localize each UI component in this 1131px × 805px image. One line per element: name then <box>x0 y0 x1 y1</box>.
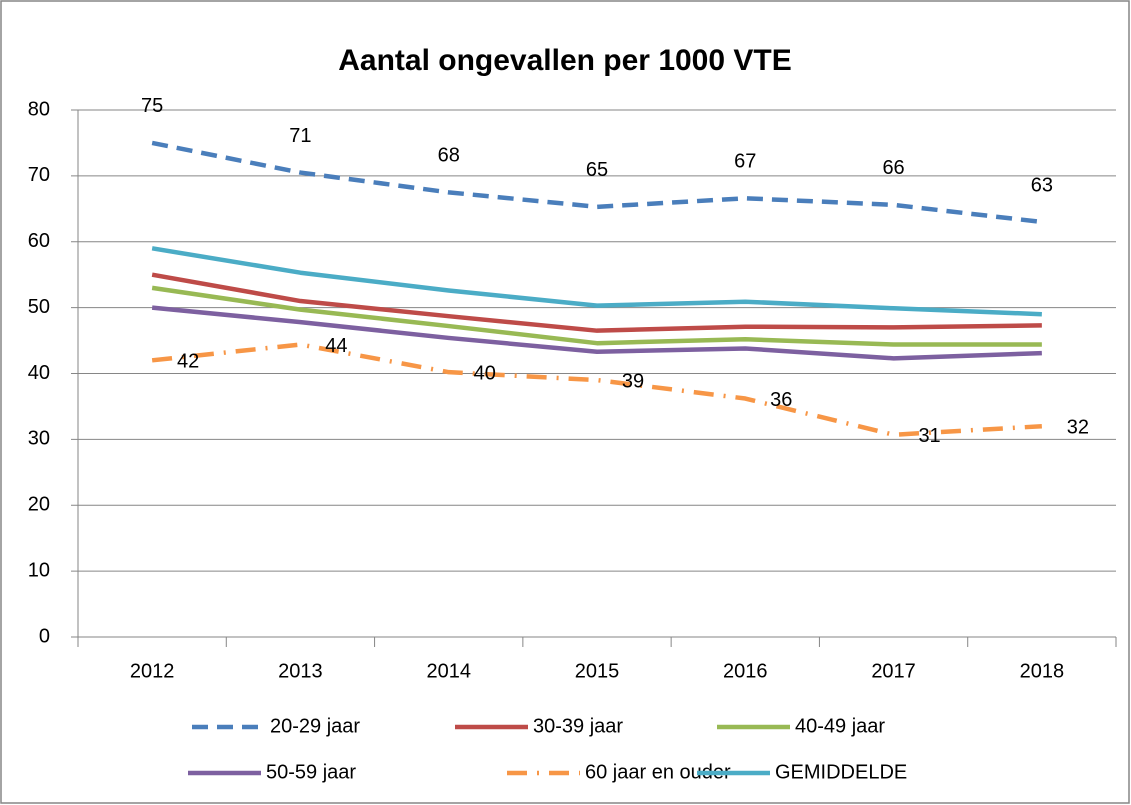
series-line <box>151 140 1043 225</box>
chart-title: Aantal ongevallen per 1000 VTE <box>338 44 792 77</box>
y-tick-label: 20 <box>28 494 50 516</box>
data-label: 63 <box>1031 174 1053 196</box>
series-line <box>151 305 1042 361</box>
data-label: 40 <box>474 362 496 384</box>
x-tick-label: 2016 <box>723 660 768 682</box>
legend-label: 20-29 jaar <box>270 715 360 737</box>
y-tick-label: 30 <box>28 428 50 450</box>
series-line <box>151 246 1042 317</box>
x-tick-label: 2018 <box>1020 660 1065 682</box>
legend-label: 60 jaar en ouder <box>585 761 731 783</box>
data-label: 36 <box>770 389 792 411</box>
y-tick-label: 80 <box>28 98 50 120</box>
series-line <box>151 272 1042 333</box>
data-label: 31 <box>918 425 940 447</box>
x-tick-label: 2017 <box>871 660 916 682</box>
data-label: 71 <box>289 125 311 147</box>
x-tick-label: 2013 <box>278 660 323 682</box>
legend-label: 30-39 jaar <box>533 715 623 737</box>
y-tick-label: 50 <box>28 296 50 318</box>
x-tick-label: 2015 <box>575 660 620 682</box>
data-label: 42 <box>177 351 199 373</box>
data-label: 39 <box>622 370 644 392</box>
y-tick-label: 60 <box>28 230 50 252</box>
legend-label: 50-59 jaar <box>266 761 356 783</box>
y-tick-label: 70 <box>28 164 50 186</box>
x-tick-label: 2014 <box>426 660 471 682</box>
y-tick-label: 10 <box>28 559 50 581</box>
data-label: 66 <box>882 157 904 179</box>
series-line <box>151 285 1042 347</box>
data-label: 32 <box>1067 416 1089 438</box>
data-label: 67 <box>734 151 756 173</box>
data-label: 44 <box>325 335 347 357</box>
data-label: 68 <box>438 145 460 167</box>
data-label: 65 <box>586 159 608 181</box>
y-tick-label: 40 <box>28 362 50 384</box>
legend-label: 40-49 jaar <box>795 715 885 737</box>
legend-label: GEMIDDELDE <box>775 761 907 783</box>
x-tick-label: 2012 <box>130 660 175 682</box>
data-label: 75 <box>141 95 163 117</box>
y-tick-label: 0 <box>39 625 50 647</box>
